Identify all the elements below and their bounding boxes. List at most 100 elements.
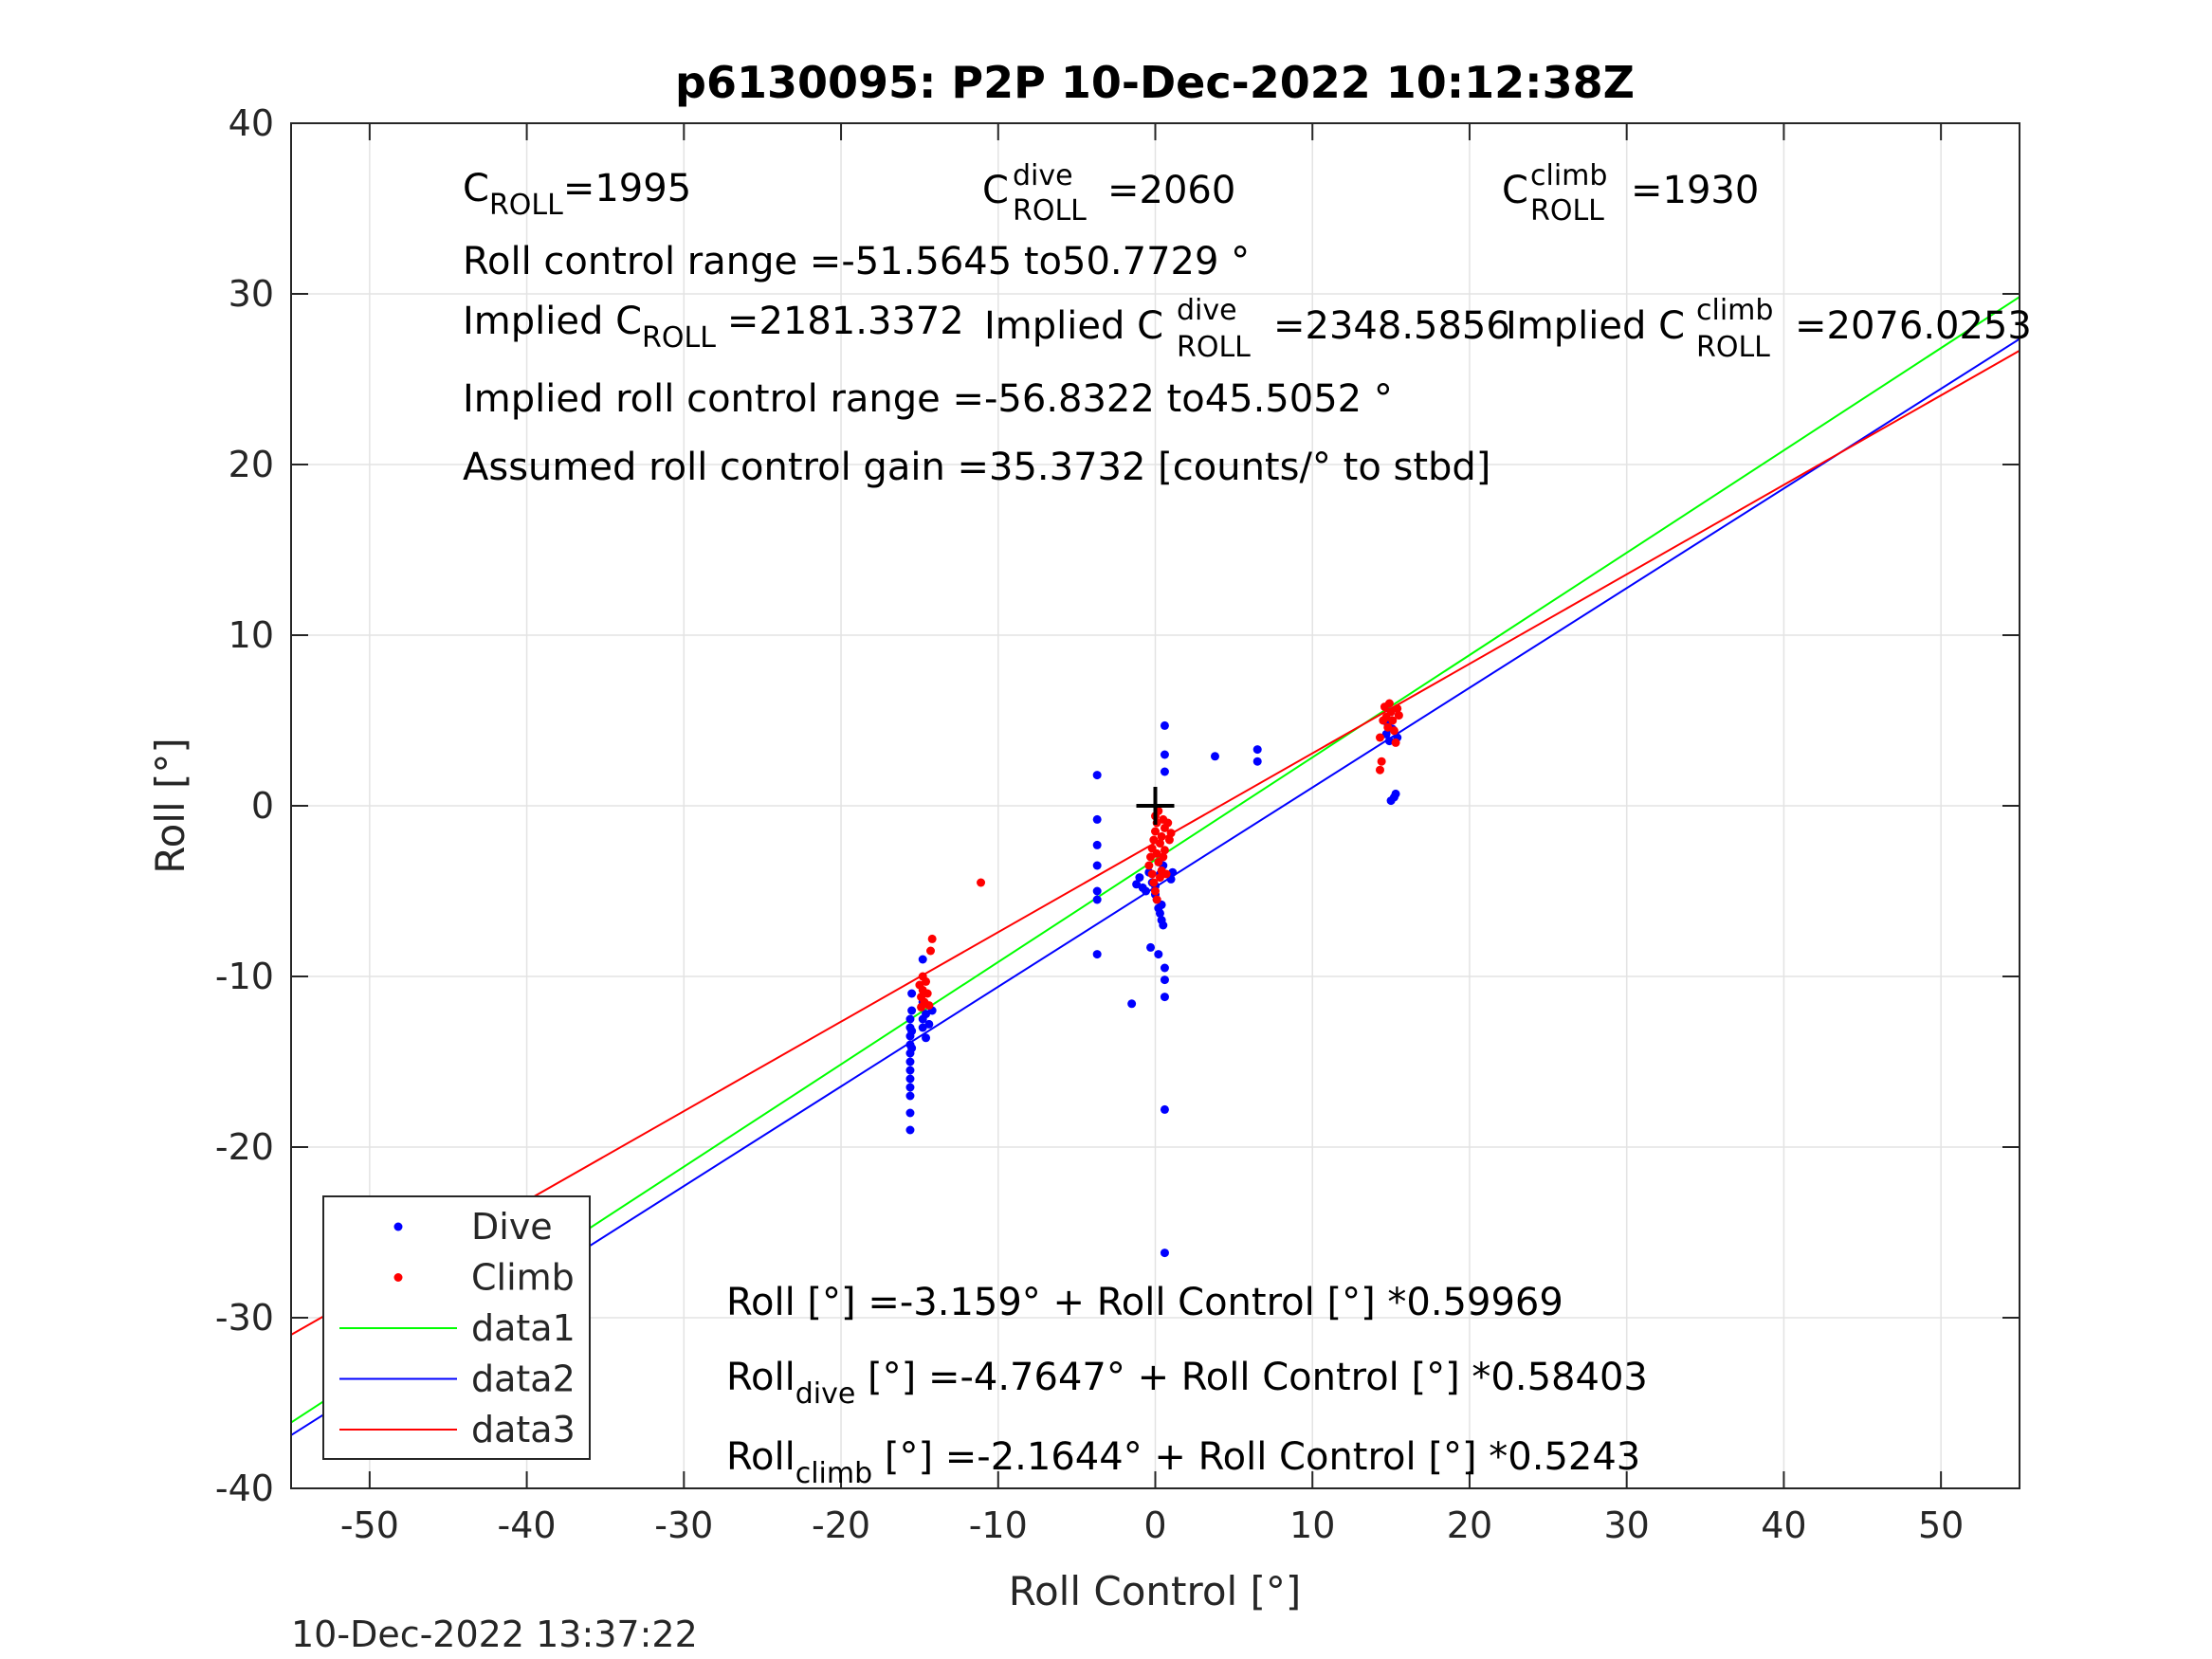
dive-point — [1155, 908, 1164, 918]
climb-point — [1391, 738, 1400, 747]
c-roll-climb-annotation: C — [1502, 169, 1528, 212]
climb-point — [1166, 829, 1176, 838]
dive-point — [1381, 729, 1391, 738]
legend-label: data2 — [471, 1358, 576, 1400]
climb-point — [1151, 827, 1160, 836]
scatter-points — [905, 699, 1403, 1258]
climb-point — [1389, 726, 1398, 736]
dive-point — [905, 1108, 915, 1118]
climb-point — [1144, 861, 1154, 870]
climb-point — [1388, 716, 1398, 725]
dive-point — [1135, 873, 1144, 883]
dive-point — [905, 1074, 915, 1084]
dive-point — [907, 1027, 917, 1036]
implied-c-roll-dive: Implied C — [984, 304, 1163, 348]
y-tick-label: -40 — [215, 1468, 274, 1509]
dive-point — [905, 1057, 915, 1066]
c-roll-dive-value: =2060 — [1107, 169, 1235, 212]
climb-point — [1375, 765, 1384, 775]
y-axis-label: Roll [°] — [147, 738, 193, 873]
y-tick-label: 20 — [229, 444, 274, 485]
c-roll-dive-sup: dive — [1013, 159, 1073, 192]
climb-point — [923, 989, 932, 998]
climb-point — [1386, 707, 1396, 717]
dive-point — [1127, 999, 1137, 1009]
y-tick-label: -10 — [215, 956, 274, 997]
x-tick-label: -50 — [340, 1504, 399, 1546]
legend-marker-climb — [393, 1273, 403, 1282]
x-tick-label: 50 — [1918, 1504, 1964, 1546]
x-axis-label: Roll Control [°] — [1009, 1568, 1302, 1614]
climb-point — [1159, 852, 1168, 862]
climb-point — [1384, 699, 1394, 708]
x-tick-label: 10 — [1289, 1504, 1335, 1546]
implied-c-roll-climb-value: =2076.0253 — [1795, 304, 2032, 348]
dive-point — [1092, 886, 1102, 896]
climb-point — [1149, 835, 1159, 845]
dive-point — [1092, 771, 1102, 780]
legend-label: data3 — [471, 1409, 576, 1450]
dive-point — [1160, 993, 1169, 1002]
climb-point — [1393, 703, 1402, 713]
dive-point — [1092, 895, 1102, 904]
climb-point — [1160, 846, 1169, 855]
climb-point — [924, 1001, 934, 1011]
c-roll-dive-sub: ROLL — [1013, 194, 1087, 228]
implied-c-roll-dive-sub: ROLL — [1177, 331, 1251, 364]
dive-point — [1142, 886, 1151, 896]
dive-point — [1092, 950, 1102, 959]
dive-point — [1160, 963, 1169, 973]
dive-point — [1092, 814, 1102, 824]
axis-ticks: -50 -40 -30 -20 -10 0 10 20 30 40 50 -40 -30 -20 -10 0 1… — [215, 102, 2020, 1546]
x-tick-label: -20 — [812, 1504, 870, 1546]
legend-marker-dive — [393, 1222, 403, 1231]
implied-c-roll-climb-sub: ROLL — [1696, 331, 1770, 364]
legend-label: Climb — [471, 1257, 575, 1299]
roll-control-range: Roll control range =-51.5645 to50.7729 ° — [463, 240, 1250, 283]
dive-point — [905, 1066, 915, 1075]
dive-point — [907, 1044, 917, 1053]
dive-point — [1160, 1104, 1169, 1114]
footer-timestamp: 10-Dec-2022 13:37:22 — [291, 1613, 698, 1655]
dive-point — [907, 1006, 917, 1015]
dive-point — [1391, 789, 1400, 798]
dive-point — [922, 1033, 931, 1043]
dive-point — [1160, 767, 1169, 776]
dive-point — [1154, 950, 1163, 959]
dive-point — [1159, 921, 1168, 930]
climb-point — [1375, 733, 1384, 742]
implied-c-roll-climb-sup: climb — [1696, 294, 1773, 327]
c-roll-climb-value: =1930 — [1631, 169, 1759, 212]
fit-equation-all: Roll [°] =-3.159° + Roll Control [°] *0.… — [726, 1281, 1563, 1324]
implied-c-roll-dive-value: =2348.5856 — [1273, 304, 1510, 348]
legend: Dive Climb data1 data2 data3 — [322, 1195, 591, 1460]
climb-point — [927, 934, 937, 943]
c-roll-dive-annotation: C — [982, 169, 1009, 212]
c-roll-climb-sub: ROLL — [1530, 194, 1604, 228]
dive-point — [1092, 861, 1102, 870]
c-roll-climb-sup: climb — [1530, 159, 1607, 192]
dive-point — [1160, 750, 1169, 759]
climb-point — [1164, 835, 1174, 845]
zero-marker — [1136, 787, 1175, 825]
x-tick-label: -40 — [498, 1504, 557, 1546]
climb-point — [1155, 839, 1164, 848]
climb-point — [1152, 895, 1161, 904]
legend-label: data1 — [471, 1307, 576, 1349]
y-tick-label: 0 — [251, 785, 274, 827]
fit-equation-dive: Rolldive [°] =-4.7647° + Roll Control [°… — [726, 1356, 1648, 1411]
climb-point — [1161, 869, 1171, 879]
climb-point — [1147, 869, 1157, 879]
climb-point — [1151, 886, 1160, 896]
y-tick-label: -30 — [215, 1297, 274, 1339]
x-tick-label: -30 — [654, 1504, 713, 1546]
roll-control-gain: Assumed roll control gain =35.3732 [coun… — [463, 446, 1490, 489]
dive-point — [922, 1010, 931, 1019]
dive-point — [1252, 745, 1262, 755]
dive-point — [905, 1083, 915, 1092]
climb-point — [1152, 848, 1161, 858]
implied-c-roll-climb: Implied C — [1506, 304, 1685, 348]
chart-title: p6130095: P2P 10-Dec-2022 10:12:38Z — [675, 57, 1635, 108]
dive-point — [905, 1091, 915, 1101]
x-tick-label: 20 — [1447, 1504, 1492, 1546]
